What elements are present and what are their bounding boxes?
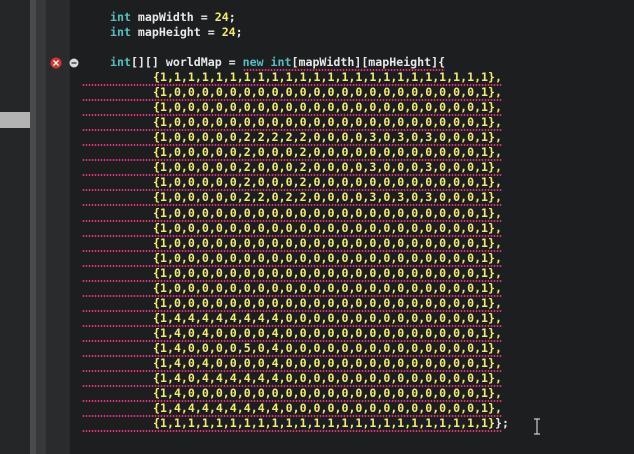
error-underline [82, 339, 502, 342]
code-token: {1,0,0,0,0,0,0,0,0,0,0,0,0,0,0,0,0,0,0,0… [153, 85, 503, 100]
code-token: {1,1,1,1,1,1,1,1,1,1,1,1,1,1,1,1,1,1,1,1… [153, 416, 496, 431]
code-token: {1,0,0,0,0,0,0,0,0,0,0,0,0,0,0,0,0,0,0,0… [153, 265, 503, 280]
code-line: {1,0,0,0,0,0,0,0,0,0,0,0,0,0,0,0,0,0,0,0… [153, 266, 502, 281]
code-line: int mapHeight = 24; [110, 25, 243, 40]
code-token: int [110, 55, 131, 70]
error-underline [82, 400, 502, 402]
gutter-icons [50, 57, 79, 69]
code-token: {1,1,1,1,1,1,1,1,1,1,1,1,1,1,1,1,1,1,1,1… [153, 70, 503, 85]
error-underline [82, 384, 502, 387]
code-line: {1,0,0,0,0,0,2,0,0,0,2,0,0,0,0,0,0,0,0,0… [153, 175, 502, 190]
error-underline [82, 279, 502, 282]
text-cursor [534, 418, 540, 435]
code-token: 24 [214, 10, 229, 24]
gutter [46, 0, 70, 454]
code-line: {1,0,0,0,0,0,0,0,0,0,0,0,0,0,0,0,0,0,0,0… [153, 281, 502, 296]
code-line: {1,4,0,4,4,4,4,4,4,0,0,0,0,0,0,0,0,0,0,0… [153, 371, 502, 386]
code-token: {1,0,0,0,0,0,0,0,0,0,0,0,0,0,0,0,0,0,0,0… [153, 280, 503, 295]
code-token: {1,0,0,0,0,0,0,0,0,0,0,0,0,0,0,0,0,0,0,0… [153, 100, 503, 115]
code-line: {1,0,0,0,0,0,0,0,0,0,0,0,0,0,0,0,0,0,0,0… [153, 251, 502, 266]
error-underline [82, 234, 502, 237]
code-line: {1,0,0,0,0,0,0,0,0,0,0,0,0,0,0,0,0,0,0,0… [153, 236, 502, 251]
code-token: int [110, 10, 131, 24]
code-token: [mapWidth][mapHeight]{ [291, 55, 446, 70]
code-token: mapHeight = [130, 25, 222, 40]
error-underline [82, 324, 502, 327]
code-token: }; [495, 416, 509, 431]
scroll-marker[interactable] [0, 112, 30, 128]
error-underline [82, 415, 502, 418]
code-token: {1,4,0,0,0,0,0,0,0,0,0,0,0,0,0,0,0,0,0,0… [153, 386, 503, 400]
error-underline [82, 84, 502, 87]
code-token: {1,0,0,0,0,0,2,2,2,2,2,0,0,0,0,3,0,3,0,3… [153, 130, 503, 145]
code-token: 24 [221, 25, 236, 40]
code-token: {1,4,4,4,4,4,4,4,4,0,0,0,0,0,0,0,0,0,0,0… [153, 401, 503, 416]
code-token: new int [242, 55, 292, 70]
code-token: {1,0,0,0,0,0,0,0,0,0,0,0,0,0,0,0,0,0,0,0… [153, 250, 503, 265]
error-underline [82, 144, 502, 147]
code-token: {1,0,0,0,0,0,2,0,0,0,2,0,0,0,0,0,0,0,0,0… [153, 145, 503, 160]
code-token: {1,4,0,4,0,0,0,0,4,0,0,0,0,0,0,0,0,0,0,0… [153, 325, 503, 340]
code-token: {1,4,0,0,0,0,5,0,4,0,0,0,0,0,0,0,0,0,0,0… [153, 340, 503, 355]
code-line: {1,0,0,0,0,0,0,0,0,0,0,0,0,0,0,0,0,0,0,0… [153, 296, 502, 311]
error-underline [82, 114, 502, 117]
code-token: ; [235, 25, 243, 40]
code-line: {1,0,0,0,0,0,2,2,0,2,2,0,0,0,0,3,0,3,0,3… [153, 190, 502, 205]
error-underline [82, 294, 502, 297]
code-token: mapWidth = [130, 10, 215, 24]
code-token: {1,0,0,0,0,0,2,2,0,2,2,0,0,0,0,3,0,3,0,3… [153, 190, 503, 205]
error-underline [82, 264, 502, 267]
error-underline [82, 189, 502, 192]
code-token: {1,0,0,0,0,0,2,0,0,0,2,0,0,0,0,3,0,0,0,3… [153, 160, 503, 175]
code-line: {1,0,0,0,0,0,0,0,0,0,0,0,0,0,0,0,0,0,0,0… [153, 221, 502, 236]
code-line: {1,0,0,0,0,0,2,0,0,0,2,0,0,0,0,0,0,0,0,0… [153, 145, 502, 160]
code-line: {1,0,0,0,0,0,0,0,0,0,0,0,0,0,0,0,0,0,0,0… [153, 206, 502, 221]
code-token: int [110, 25, 131, 40]
error-underline [82, 249, 502, 252]
code-token: {1,0,0,0,0,0,0,0,0,0,0,0,0,0,0,0,0,0,0,0… [153, 115, 503, 130]
error-underline [82, 159, 502, 162]
error-underline [82, 204, 502, 207]
error-underline [82, 174, 502, 177]
error-underline [82, 309, 502, 312]
code-line: {1,1,1,1,1,1,1,1,1,1,1,1,1,1,1,1,1,1,1,1… [153, 70, 502, 85]
code-line: {1,4,0,4,0,0,0,0,4,0,0,0,0,0,0,0,0,0,0,0… [153, 326, 502, 341]
side-panel [0, 0, 30, 454]
error-underline [242, 69, 446, 72]
code-line: int mapWidth = 24; [110, 10, 236, 25]
code-token: ; [228, 10, 236, 24]
error-cross [53, 60, 59, 66]
code-line: {1,4,4,4,4,4,4,4,4,0,0,0,0,0,0,0,0,0,0,0… [153, 311, 502, 326]
code-token: {1,0,0,0,0,0,0,0,0,0,0,0,0,0,0,0,0,0,0,0… [153, 235, 503, 250]
code-token: {1,0,0,0,0,0,2,0,0,0,2,0,0,0,0,0,0,0,0,0… [153, 175, 503, 190]
code-line: {1,0,0,0,0,0,2,0,0,0,2,0,0,0,0,3,0,0,0,3… [153, 160, 502, 175]
code-line: {1,0,0,0,0,0,0,0,0,0,0,0,0,0,0,0,0,0,0,0… [153, 100, 502, 115]
code-line: {1,4,0,4,0,0,0,0,4,0,0,0,0,0,0,0,0,0,0,0… [153, 356, 502, 371]
code-token: [][] worldMap = [130, 55, 243, 70]
error-underline [82, 354, 502, 357]
code-line: {1,4,0,0,0,0,5,0,4,0,0,0,0,0,0,0,0,0,0,0… [153, 341, 502, 356]
code-line: int[][] worldMap = new int[mapWidth][map… [110, 55, 445, 70]
error-underline [82, 430, 502, 433]
code-token: {1,4,0,4,4,4,4,4,4,0,0,0,0,0,0,0,0,0,0,0… [153, 370, 503, 385]
code-line: {1,4,4,4,4,4,4,4,4,0,0,0,0,0,0,0,0,0,0,0… [153, 401, 502, 416]
code-line: {1,0,0,0,0,0,0,0,0,0,0,0,0,0,0,0,0,0,0,0… [153, 115, 502, 130]
code-line: {1,0,0,0,0,0,0,0,0,0,0,0,0,0,0,0,0,0,0,0… [153, 85, 502, 100]
code-token: {1,4,0,4,0,0,0,0,4,0,0,0,0,0,0,0,0,0,0,0… [153, 355, 503, 370]
code-line: {1,1,1,1,1,1,1,1,1,1,1,1,1,1,1,1,1,1,1,1… [153, 416, 509, 431]
error-underline [82, 99, 502, 102]
code-line: {1,4,0,0,0,0,0,0,0,0,0,0,0,0,0,0,0,0,0,0… [153, 386, 502, 401]
error-underline [82, 369, 502, 372]
divider [30, 0, 36, 454]
code-token: {1,0,0,0,0,0,0,0,0,0,0,0,0,0,0,0,0,0,0,0… [153, 220, 503, 235]
code-line: {1,0,0,0,0,0,2,2,2,2,2,0,0,0,0,3,0,3,0,3… [153, 130, 502, 145]
code-token: {1,0,0,0,0,0,0,0,0,0,0,0,0,0,0,0,0,0,0,0… [153, 295, 503, 310]
divider-inner [36, 0, 46, 454]
code-token: {1,0,0,0,0,0,0,0,0,0,0,0,0,0,0,0,0,0,0,0… [153, 205, 503, 220]
error-underline [82, 129, 502, 132]
error-underline [82, 219, 502, 222]
code-token: {1,4,4,4,4,4,4,4,4,0,0,0,0,0,0,0,0,0,0,0… [153, 310, 503, 325]
